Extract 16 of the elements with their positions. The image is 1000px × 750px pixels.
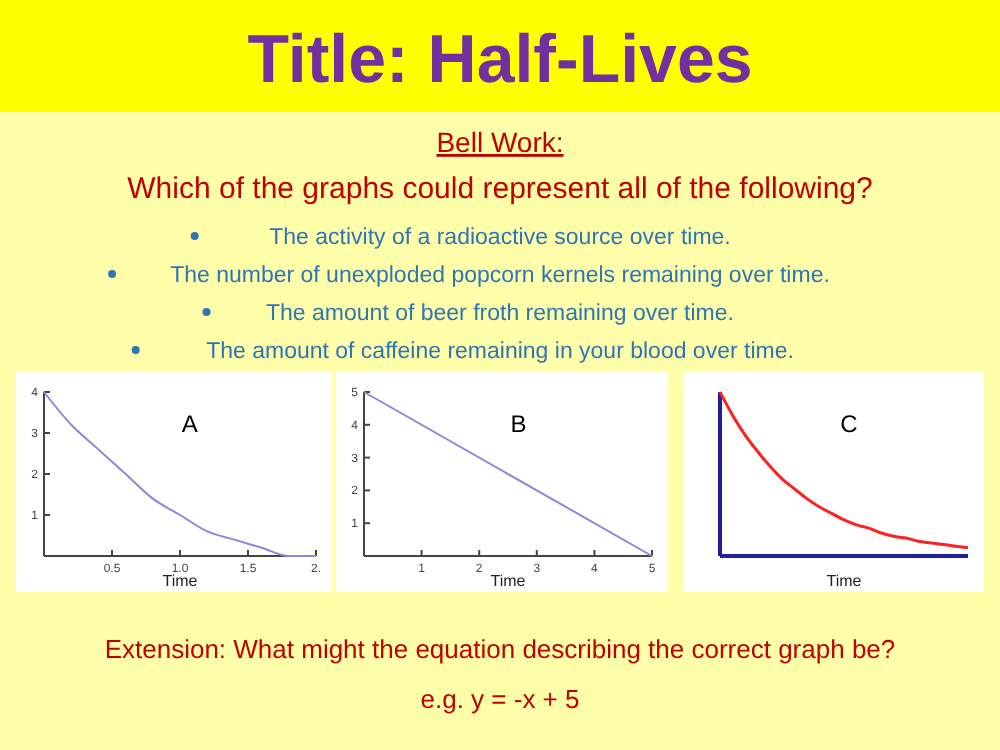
text: The amount of caffeine remaining in your blood over time. xyxy=(206,340,794,364)
x-axis-title: Time xyxy=(490,572,527,590)
annotation: C xyxy=(840,410,859,438)
line-series xyxy=(43,391,317,557)
x-axis-title: Time xyxy=(162,572,199,590)
text: Bell Work: xyxy=(436,126,564,158)
text: The activity of a radioactive source over time. xyxy=(269,226,731,250)
text: Which of the graphs could represent all of the following? xyxy=(127,172,873,206)
text: The number of unexploded popcorn kernels remaining over time. xyxy=(170,264,830,288)
annotation: A xyxy=(181,410,198,438)
annotation: B xyxy=(510,410,527,438)
text: Title: Half-Lives xyxy=(247,22,753,98)
x-axis-title: Time xyxy=(826,572,863,590)
text: Extension: What might the equation describing the correct graph be? xyxy=(104,634,896,664)
text: The amount of beer froth remaining over time. xyxy=(266,302,734,326)
text: e.g. y = -x + 5 xyxy=(420,684,580,714)
